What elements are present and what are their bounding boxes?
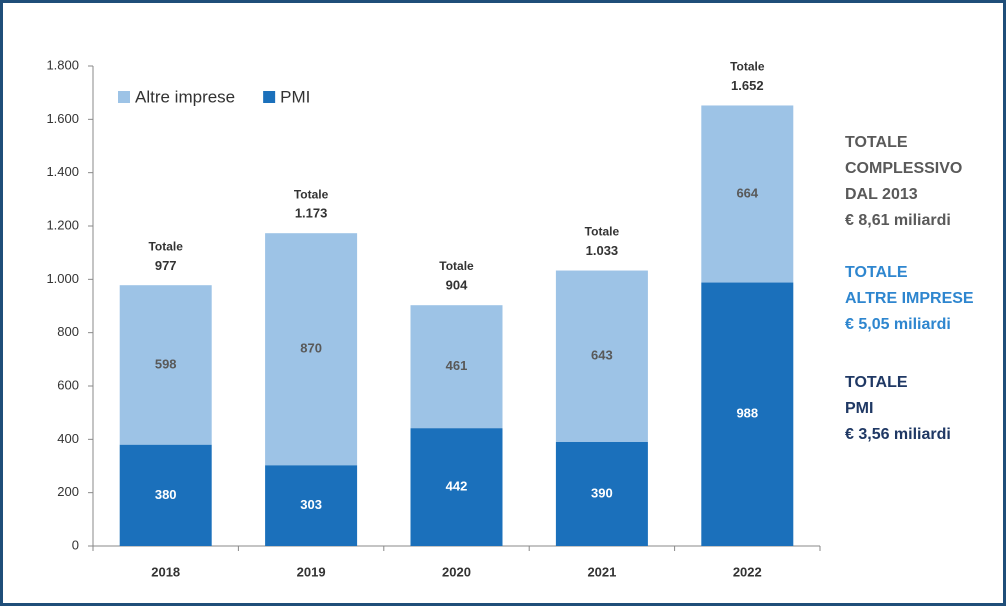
y-tick-label: 400 xyxy=(57,431,79,446)
total-caption: Totale xyxy=(730,60,765,74)
total-caption: Totale xyxy=(294,187,329,201)
bar-segment xyxy=(555,442,648,546)
bar-segment xyxy=(410,305,503,429)
annotation-line: € 8,61 miliardi xyxy=(845,212,951,229)
y-tick-label: 1.000 xyxy=(46,271,79,286)
bar-segment xyxy=(701,105,794,283)
bar-segment xyxy=(701,282,794,546)
annotation-line: TOTALE xyxy=(845,374,908,391)
bar-label: 664 xyxy=(736,185,758,200)
total-label: 1.173 xyxy=(295,206,328,221)
annotation-line: DAL 2013 xyxy=(845,186,918,203)
legend-label: Altre imprese xyxy=(135,87,235,106)
x-tick-label: 2021 xyxy=(587,564,616,579)
bar-segment xyxy=(265,233,358,466)
total-label: 977 xyxy=(155,258,177,273)
y-tick-label: 1.400 xyxy=(46,164,79,179)
legend-swatch xyxy=(263,91,276,103)
y-tick-label: 600 xyxy=(57,377,79,392)
legend-label: PMI xyxy=(280,87,310,106)
legend-swatch xyxy=(118,91,130,103)
y-tick-label: 800 xyxy=(57,324,79,339)
bar-label: 598 xyxy=(155,356,177,371)
annotation-line: COMPLESSIVO xyxy=(845,160,962,177)
bar-label: 870 xyxy=(300,341,322,356)
total-label: 1.652 xyxy=(731,78,764,93)
bar-label: 390 xyxy=(591,485,613,500)
annotation-line: € 5,05 miliardi xyxy=(845,316,951,333)
bar-label: 988 xyxy=(736,406,758,421)
total-label: 904 xyxy=(446,277,468,292)
annotation-line: PMI xyxy=(845,400,873,417)
annotation-line: ALTRE IMPRESE xyxy=(845,290,974,307)
x-tick-label: 2022 xyxy=(733,564,762,579)
bar-label: 380 xyxy=(155,487,177,502)
annotation-line: TOTALE xyxy=(845,264,908,281)
total-label: 1.033 xyxy=(586,243,619,258)
x-tick-label: 2020 xyxy=(442,564,471,579)
bar-label: 461 xyxy=(446,358,468,373)
x-tick-label: 2018 xyxy=(151,564,180,579)
total-caption: Totale xyxy=(585,225,620,239)
total-caption: Totale xyxy=(439,259,474,273)
y-tick-label: 1.800 xyxy=(46,57,79,72)
bar-segment xyxy=(265,465,358,546)
y-tick-label: 1.600 xyxy=(46,111,79,126)
bar-segment xyxy=(555,270,648,442)
annotation-line: TOTALE xyxy=(845,134,908,151)
bar-label: 442 xyxy=(446,479,468,494)
annotation-line: € 3,56 miliardi xyxy=(845,426,951,443)
bar-label: 303 xyxy=(300,497,322,512)
bar-segment xyxy=(410,428,503,546)
total-caption: Totale xyxy=(148,240,183,254)
bar-segment xyxy=(119,444,212,546)
bar-segment xyxy=(119,285,212,445)
y-tick-label: 200 xyxy=(57,484,79,499)
x-tick-label: 2019 xyxy=(297,564,326,579)
bar-label: 643 xyxy=(591,348,613,363)
y-tick-label: 0 xyxy=(72,537,79,552)
y-tick-label: 1.200 xyxy=(46,217,79,232)
